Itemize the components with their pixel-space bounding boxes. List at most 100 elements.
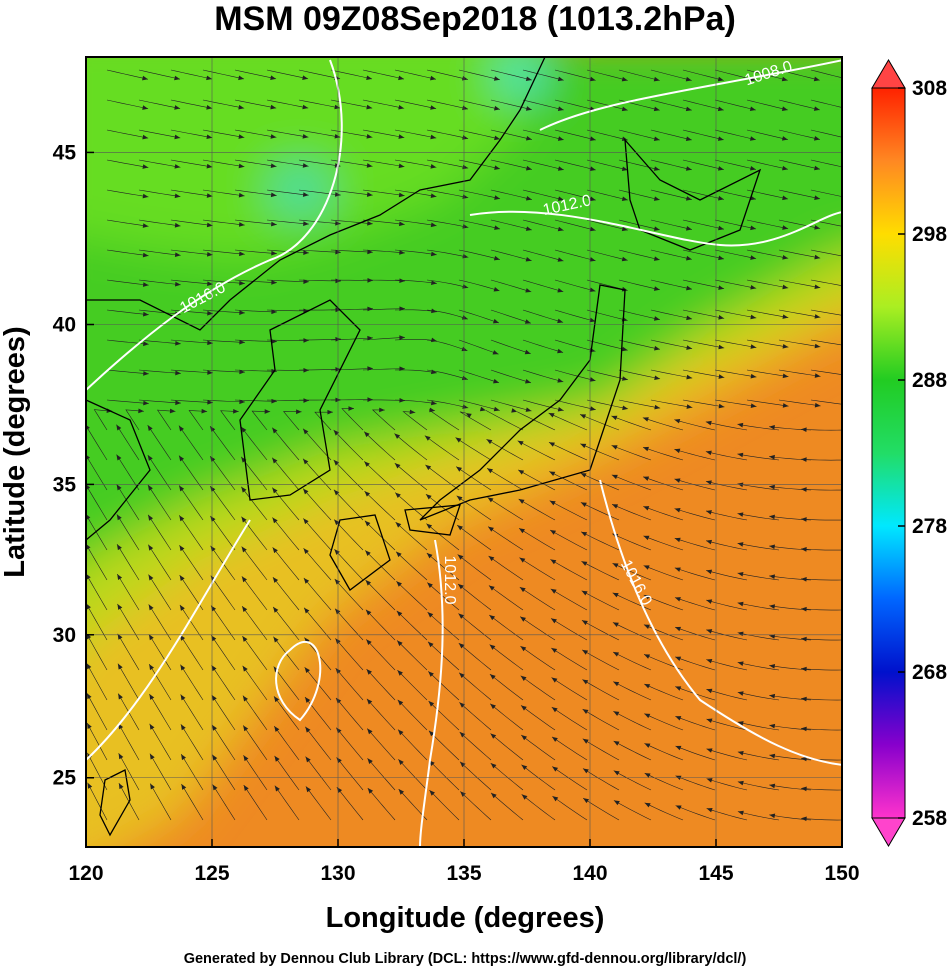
streamline-arrow <box>750 344 757 349</box>
streamline-arrow <box>303 577 310 584</box>
streamline <box>522 189 564 201</box>
streamline <box>486 439 524 461</box>
streamline <box>650 309 693 320</box>
streamline <box>554 129 596 141</box>
streamline-arrow <box>178 425 184 432</box>
streamline-arrow <box>621 166 628 171</box>
streamline <box>234 249 277 254</box>
streamline-arrow <box>846 225 852 230</box>
streamline-arrow <box>750 314 757 320</box>
streamline <box>581 531 620 551</box>
streamline-arrow <box>611 415 618 421</box>
streamline-arrow <box>581 590 588 596</box>
streamline-arrow <box>706 688 713 694</box>
streamline <box>147 424 172 461</box>
streamline-arrow <box>303 488 309 495</box>
streamline <box>456 495 492 521</box>
streamline-arrow <box>653 316 660 321</box>
streamline <box>86 603 108 641</box>
streamline-arrow <box>179 485 185 492</box>
streamline-arrow <box>117 663 123 670</box>
streamline <box>106 309 149 316</box>
streamline-arrow <box>180 664 186 671</box>
streamline-arrow <box>206 105 213 110</box>
streamline <box>490 792 524 821</box>
streamline <box>519 586 556 611</box>
streamline <box>642 417 684 431</box>
streamline <box>682 129 724 141</box>
streamline-arrow <box>769 634 776 639</box>
streamline <box>737 483 780 491</box>
streamline <box>211 694 236 731</box>
streamline <box>148 544 172 581</box>
streamline <box>394 129 437 139</box>
streamline-arrow <box>302 163 309 168</box>
streamline-arrow <box>430 400 437 406</box>
streamline <box>650 189 692 200</box>
streamline-arrow <box>489 674 496 680</box>
streamline-arrow <box>271 280 277 285</box>
streamline <box>801 698 842 701</box>
streamline-arrow <box>549 500 556 506</box>
streamline-arrow <box>488 526 494 532</box>
streamline <box>682 339 725 349</box>
streamline <box>394 279 437 284</box>
streamline <box>366 728 396 761</box>
streamline-arrow <box>674 597 681 602</box>
colorbar-extend-bottom <box>871 817 906 847</box>
streamline <box>148 663 172 701</box>
streamline-arrow <box>494 105 500 111</box>
streamline-arrow <box>206 222 213 228</box>
streamline <box>517 411 556 431</box>
streamline-arrow <box>525 288 532 293</box>
streamline <box>801 578 842 581</box>
streamline-arrow <box>367 306 373 312</box>
streamline <box>209 426 236 461</box>
streamline <box>778 189 821 200</box>
streamline-arrow <box>674 537 681 543</box>
streamline-arrow <box>303 221 309 226</box>
streamline-arrow <box>206 163 213 169</box>
streamline-arrow <box>148 544 154 551</box>
streamline-arrow <box>552 796 559 802</box>
streamline-arrow <box>239 280 245 286</box>
streamline-arrow <box>490 703 496 710</box>
streamline <box>554 219 596 231</box>
streamline-arrow <box>705 510 712 515</box>
streamline <box>362 219 405 225</box>
streamline-arrow <box>429 790 435 796</box>
streamline-arrow <box>212 784 218 791</box>
streamline <box>522 399 564 411</box>
streamline-arrow <box>86 603 91 610</box>
streamline <box>138 69 181 80</box>
streamline <box>86 484 108 521</box>
streamline-arrow <box>181 783 187 790</box>
streamline <box>460 791 492 821</box>
streamline-arrow <box>211 695 217 701</box>
streamline-arrow <box>737 661 744 666</box>
streamline <box>522 249 564 262</box>
streamline <box>550 559 588 581</box>
streamline-arrow <box>271 250 277 256</box>
streamline-arrow <box>525 106 532 111</box>
streamline <box>170 219 213 226</box>
streamline-arrow <box>207 370 213 375</box>
streamline-arrow <box>643 595 650 600</box>
streamline-arrow <box>581 620 588 626</box>
streamline-arrow <box>397 670 403 676</box>
streamline <box>266 159 309 167</box>
streamline <box>674 508 716 521</box>
streamline-arrow <box>675 656 682 661</box>
streamline <box>181 783 204 821</box>
streamline-arrow <box>581 531 588 537</box>
streamline-arrow <box>519 557 526 563</box>
streamline <box>801 488 842 491</box>
streamline <box>455 466 492 491</box>
streamline-arrow <box>305 756 311 763</box>
streamline <box>240 426 268 461</box>
streamline <box>746 279 789 289</box>
streamline <box>778 249 821 259</box>
streamline <box>714 279 757 289</box>
streamline-arrow <box>302 75 309 80</box>
streamline-arrow <box>582 768 589 774</box>
